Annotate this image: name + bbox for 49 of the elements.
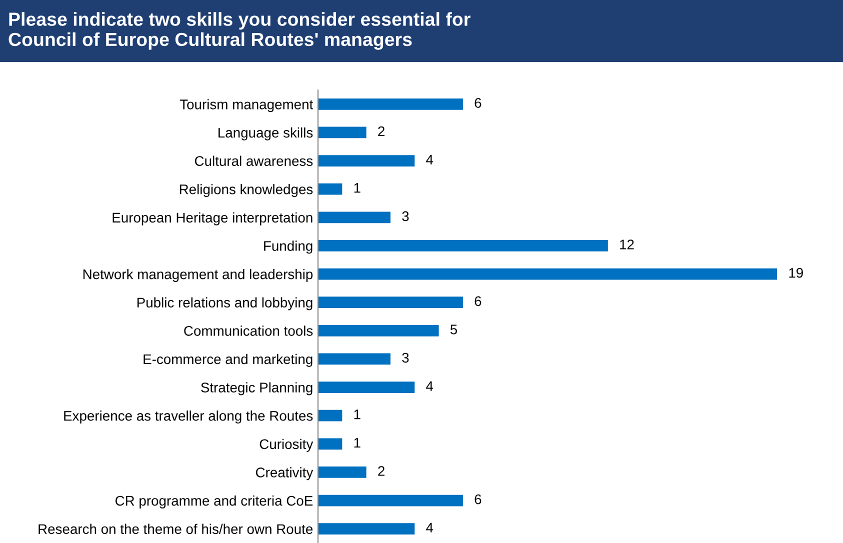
y-tick-label: Curiosity (260, 438, 314, 452)
bar (318, 296, 463, 308)
bar (318, 410, 342, 422)
bar (318, 126, 366, 138)
data-label: 6 (474, 494, 482, 504)
y-tick-label: Tourism management (180, 99, 314, 112)
y-tick-label: E-commerce and marketing (144, 354, 312, 367)
data-label: 4 (426, 522, 434, 532)
bar (318, 240, 608, 252)
y-tick-label: Religions knowledges (180, 184, 313, 198)
y-tick-label: European Heritage interpretation (112, 212, 312, 226)
bar (318, 183, 342, 195)
data-label: 4 (426, 381, 434, 391)
bar (318, 466, 366, 478)
y-tick-label: Research on the theme of his/her own Route (38, 524, 313, 534)
y-tick-label: Creativity (256, 467, 314, 480)
data-label: 5 (450, 324, 458, 334)
bar (318, 212, 390, 224)
data-label: 19 (789, 268, 803, 278)
data-label: 3 (402, 352, 409, 363)
data-label: 1 (354, 410, 360, 420)
y-tick-label: Funding (264, 240, 312, 254)
bar (318, 155, 415, 166)
bar (318, 268, 778, 280)
bar (318, 324, 439, 336)
y-tick-label: CR programme and criteria CoE (115, 496, 313, 508)
bar (318, 382, 415, 393)
y-tick-label: Communication tools (184, 326, 313, 336)
chart-title: Please indicate two skills you consider essential for Council of Europe Cultural Routes' managers (8, 12, 470, 50)
data-label: 4 (426, 154, 434, 164)
y-tick-label: Cultural awareness (194, 156, 313, 166)
bar (318, 98, 463, 110)
data-label: 12 (620, 240, 634, 250)
bar (318, 438, 342, 450)
bar (318, 494, 463, 506)
y-tick-label: Strategic Planning (201, 382, 312, 396)
bar (318, 353, 390, 365)
data-label: 1 (354, 438, 360, 448)
bar (318, 523, 415, 535)
y-tick-label: Experience as traveller along the Routes (64, 410, 313, 424)
data-label: 6 (474, 98, 482, 108)
data-label: 6 (474, 296, 482, 306)
y-tick-label: Network management and leadership (83, 269, 313, 282)
data-label: 2 (378, 126, 384, 136)
data-label: 2 (378, 466, 384, 476)
data-label: 3 (402, 211, 409, 222)
y-tick-label: Public relations and lobbying (137, 297, 312, 310)
y-tick-label: Language skills (218, 127, 313, 140)
data-label: 1 (354, 183, 360, 193)
